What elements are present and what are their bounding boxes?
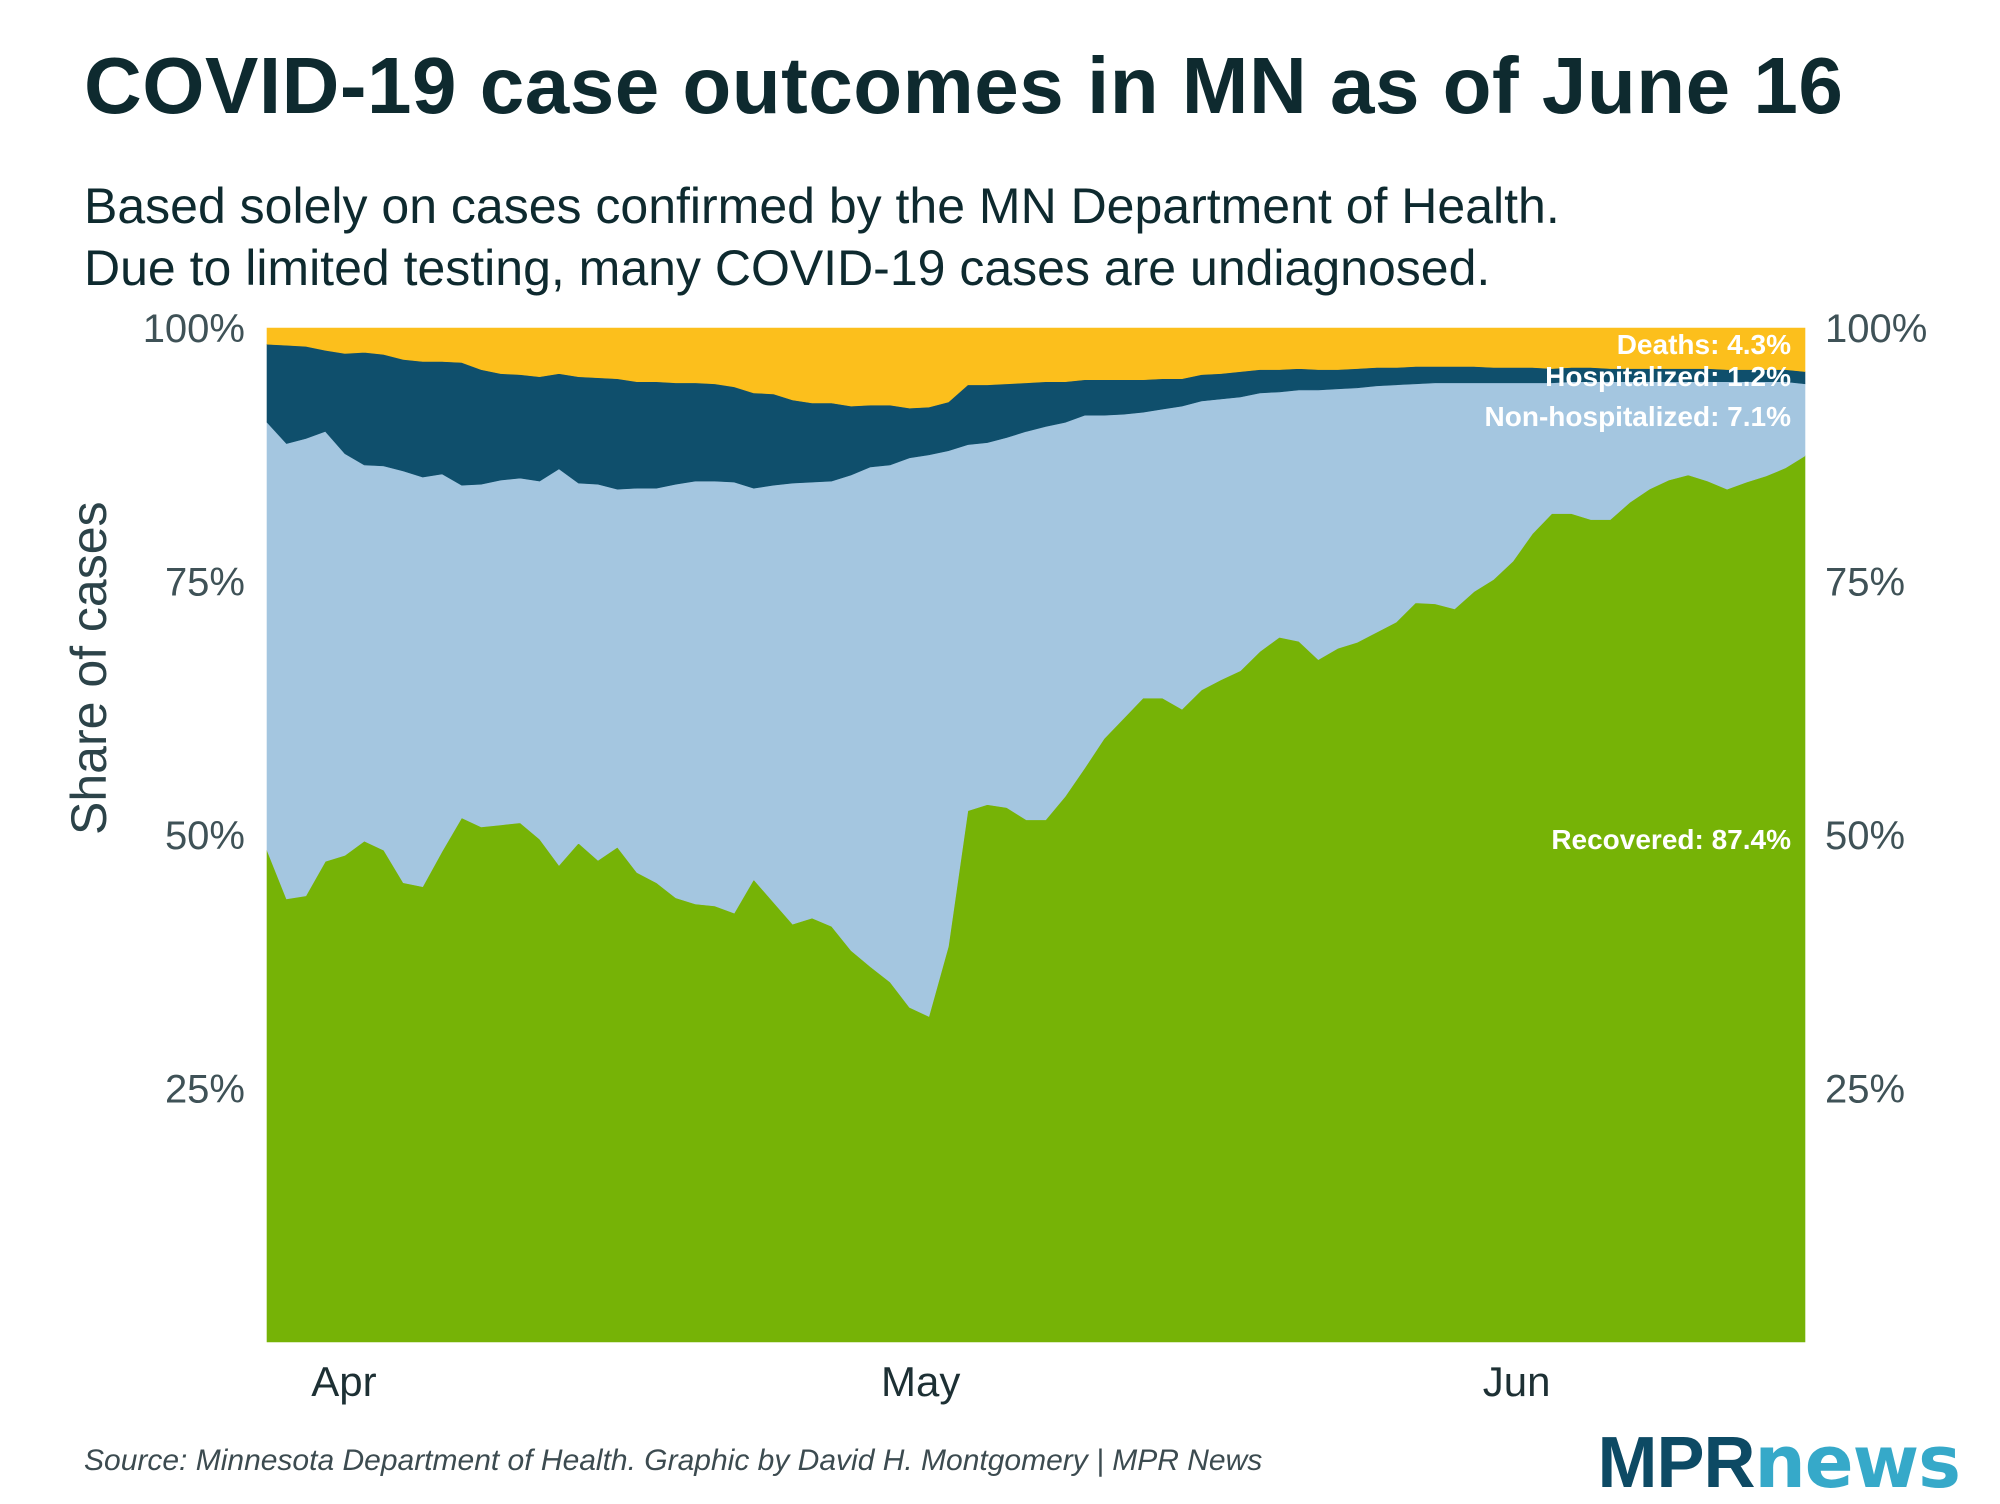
subtitle-line-2: Due to limited testing, many COVID-19 ca… xyxy=(84,240,1491,296)
series-end-label-deaths: Deaths: 4.3% xyxy=(1617,329,1791,360)
x-tick-label: May xyxy=(881,1358,960,1405)
x-tick-label: Apr xyxy=(311,1358,376,1405)
logo-mpr-text: MPR xyxy=(1597,1423,1756,1503)
y-tick-right: 100% xyxy=(1825,307,1927,351)
y-tick-right: 50% xyxy=(1825,814,1905,858)
series-end-label-non-hospitalized: Non-hospitalized: 7.1% xyxy=(1485,401,1792,432)
source-note: Source: Minnesota Department of Health. … xyxy=(84,1444,1263,1477)
y-tick-left: 50% xyxy=(165,814,245,858)
series-end-label-hospitalized: Hospitalized: 1.2% xyxy=(1545,361,1791,392)
y-tick-left: 25% xyxy=(165,1068,245,1112)
y-tick-left: 75% xyxy=(165,561,245,605)
chart-title: COVID-19 case outcomes in MN as of June … xyxy=(84,41,1844,130)
subtitle-line-1: Based solely on cases confirmed by the M… xyxy=(84,178,1560,234)
area-series-deaths xyxy=(266,327,1806,409)
chart-subtitle: Based solely on cases confirmed by the M… xyxy=(84,175,1560,299)
y-tick-right: 75% xyxy=(1825,561,1905,605)
logo-news-text: news xyxy=(1754,1420,1961,1504)
series-end-label-recovered: Recovered: 87.4% xyxy=(1551,824,1791,855)
y-tick-right: 25% xyxy=(1825,1068,1905,1112)
x-tick-label: Jun xyxy=(1483,1358,1551,1405)
mpr-news-logo: MPRnews xyxy=(1597,1420,1961,1504)
y-tick-left: 100% xyxy=(143,307,245,351)
